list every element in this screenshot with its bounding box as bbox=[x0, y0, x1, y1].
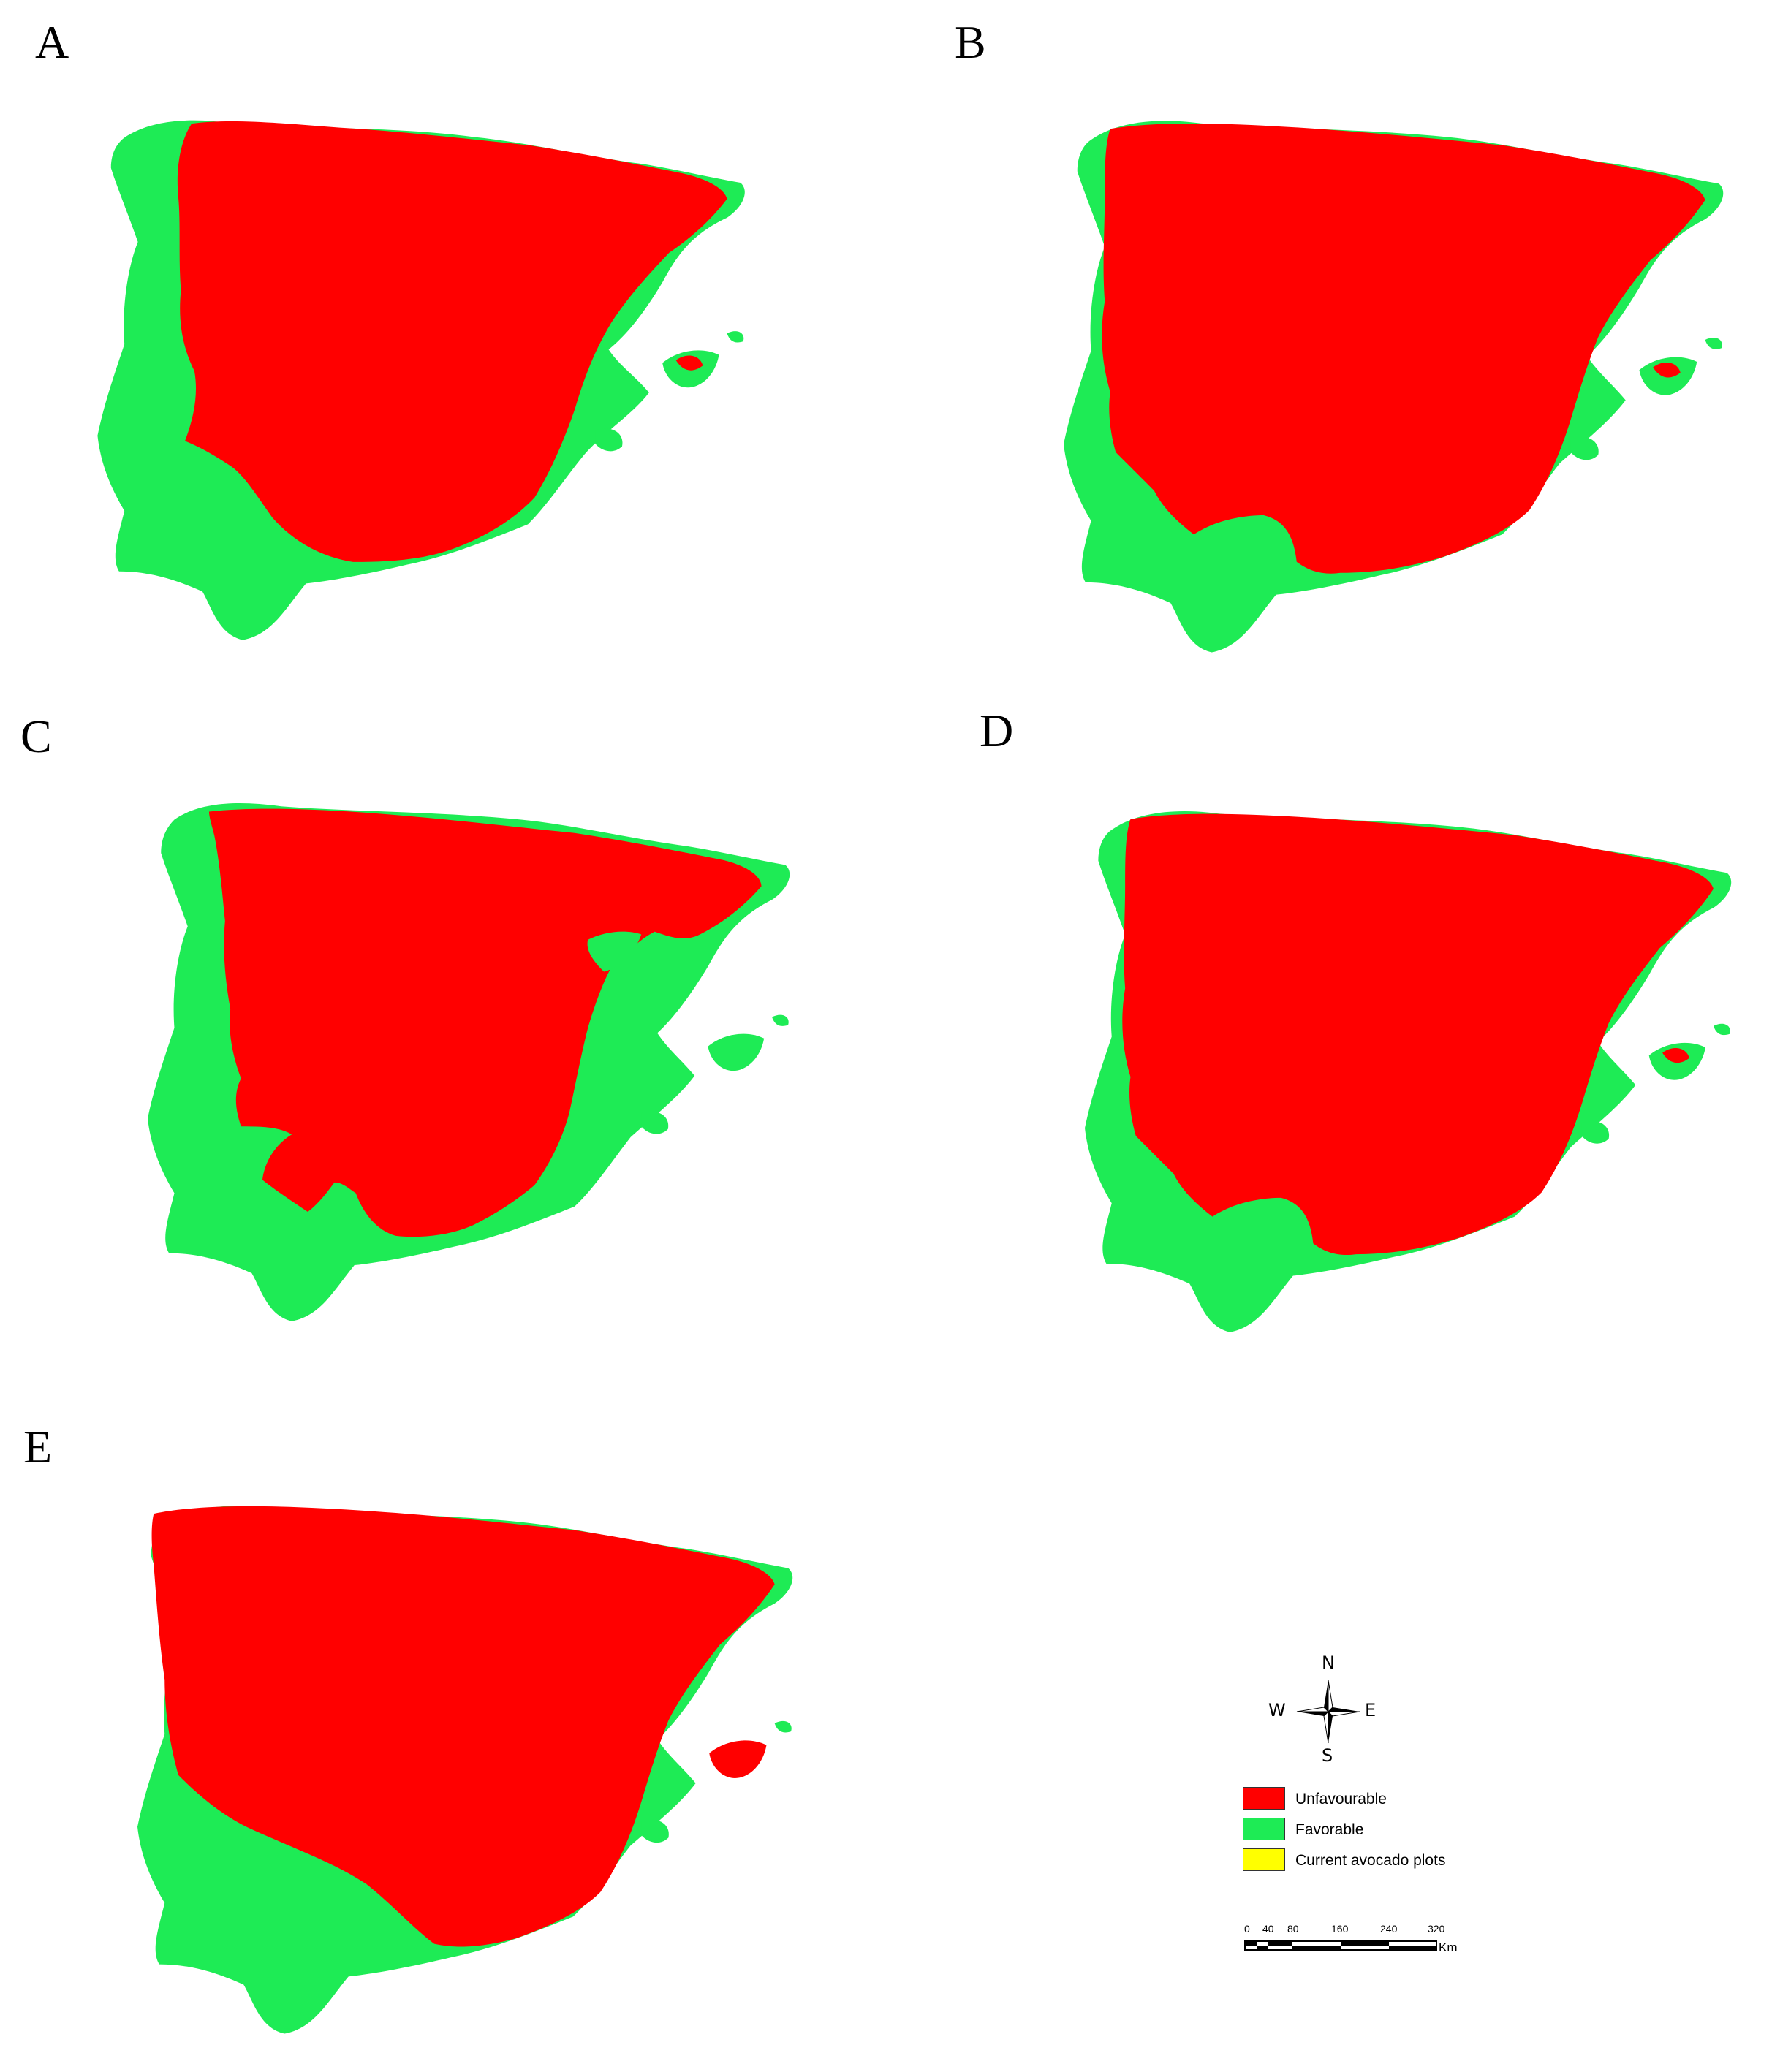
legend-label-avocado-plots: Current avocado plots bbox=[1295, 1852, 1446, 1869]
scale-bar bbox=[1244, 1940, 1437, 1951]
island-favorable bbox=[641, 1819, 669, 1843]
legend-label-unfavourable: Unfavourable bbox=[1295, 1791, 1387, 1807]
scale-tick-40: 40 bbox=[1262, 1923, 1274, 1935]
iberia-unfavourable-area bbox=[151, 1506, 775, 1947]
iberia-unfavourable-area bbox=[1102, 123, 1705, 574]
island-unfavourable bbox=[709, 1740, 767, 1778]
panel-letter-b: B bbox=[955, 16, 986, 68]
island-favorable bbox=[1705, 337, 1722, 349]
inland-favorable-patch bbox=[587, 931, 642, 972]
scale-tick-240: 240 bbox=[1380, 1923, 1398, 1935]
panel-letter-a: A bbox=[35, 16, 69, 68]
island-unfavourable bbox=[1662, 1048, 1689, 1063]
iberia-unfavourable-area bbox=[177, 121, 727, 562]
map-panel-a bbox=[97, 120, 745, 640]
island-unfavourable bbox=[675, 355, 703, 371]
island-unfavourable bbox=[1653, 362, 1681, 378]
panel-letter-e: E bbox=[23, 1421, 53, 1473]
panel-letter-d: D bbox=[980, 705, 1014, 756]
island-favorable bbox=[772, 1014, 789, 1026]
map-panel-c bbox=[148, 803, 790, 1321]
scale-tick-160: 160 bbox=[1331, 1923, 1349, 1935]
scale-tick-0: 0 bbox=[1244, 1923, 1250, 1935]
island-favorable bbox=[774, 1720, 792, 1733]
compass-north-label: N bbox=[1322, 1652, 1335, 1673]
compass-south-label: S bbox=[1322, 1745, 1333, 1766]
map-panel-e bbox=[137, 1506, 793, 2034]
island-favorable bbox=[708, 1033, 765, 1071]
scale-tick-80: 80 bbox=[1287, 1923, 1299, 1935]
iberia-unfavourable-area bbox=[208, 808, 762, 1237]
panel-letter-c: C bbox=[20, 710, 52, 762]
map-panel-b bbox=[1064, 121, 1724, 653]
legend-label-favorable: Favorable bbox=[1295, 1821, 1364, 1838]
island-favorable bbox=[595, 428, 623, 452]
legend-swatch-favorable bbox=[1243, 1818, 1285, 1840]
iberia-unfavourable-area bbox=[1122, 813, 1714, 1256]
map-panel-d bbox=[1085, 811, 1732, 1332]
island-favorable bbox=[727, 331, 744, 343]
scale-unit-label: Km bbox=[1439, 1940, 1458, 1954]
legend-swatch-avocado-plots bbox=[1243, 1848, 1285, 1871]
compass-west-label: W bbox=[1268, 1700, 1286, 1720]
island-favorable bbox=[1570, 436, 1599, 460]
island-favorable bbox=[1713, 1023, 1730, 1036]
island-favorable bbox=[1581, 1120, 1610, 1144]
compass-rose-icon bbox=[1296, 1680, 1360, 1744]
scale-tick-320: 320 bbox=[1428, 1923, 1445, 1935]
island-favorable bbox=[641, 1111, 669, 1134]
legend-swatch-unfavourable bbox=[1243, 1787, 1285, 1810]
compass-east-label: E bbox=[1365, 1700, 1377, 1720]
